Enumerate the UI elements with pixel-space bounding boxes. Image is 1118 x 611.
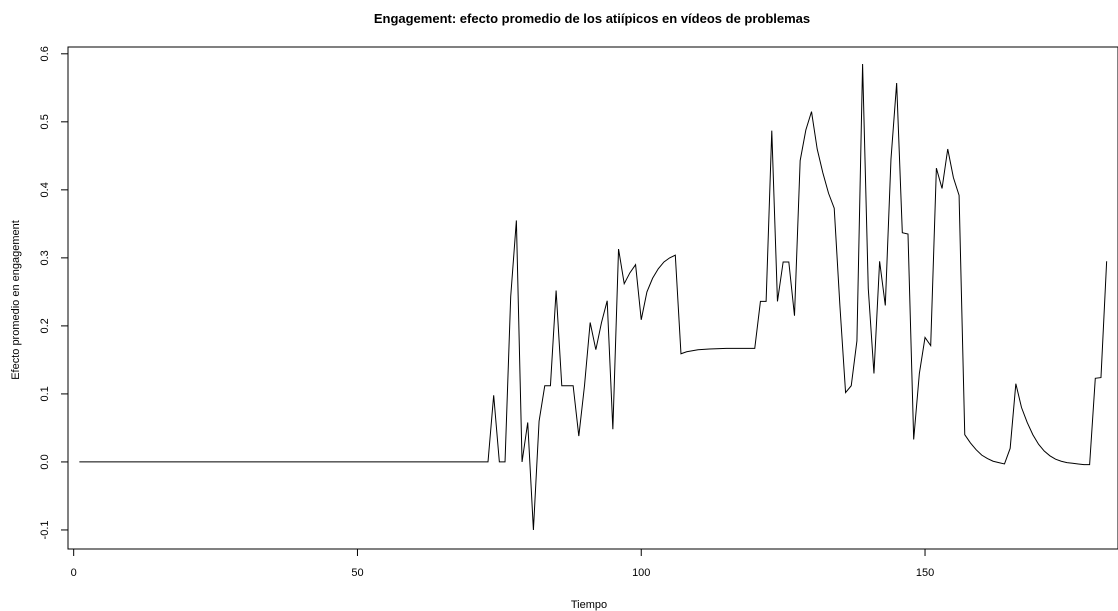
y-tick-label: 0.4 bbox=[39, 182, 51, 197]
series-line bbox=[79, 63, 1108, 530]
plot-frame bbox=[67, 46, 1118, 550]
y-tick-label: 0.0 bbox=[39, 454, 51, 469]
y-axis-label: Efecto promedio en engagement bbox=[10, 220, 22, 380]
y-axis: -0.1 0.0 0.1 0.2 0.3 0.4 0.5 0.6 bbox=[39, 46, 69, 539]
y-tick-label: 0.1 bbox=[39, 386, 51, 401]
y-tick-label: 0.2 bbox=[39, 318, 51, 333]
x-tick-label: 100 bbox=[632, 567, 650, 579]
x-axis: 0 50 100 150 bbox=[71, 548, 934, 579]
x-tick-label: 0 bbox=[71, 567, 77, 579]
y-tick-label: 0.5 bbox=[39, 114, 51, 129]
x-axis-label: Tiempo bbox=[571, 599, 607, 611]
x-tick-label: 50 bbox=[351, 567, 363, 579]
x-tick-label: 150 bbox=[916, 567, 934, 579]
chart-title: Engagement: efecto promedio de los atiíp… bbox=[374, 11, 810, 26]
y-tick-label: 0.6 bbox=[39, 46, 51, 61]
y-tick-label: -0.1 bbox=[39, 520, 51, 539]
y-tick-label: 0.3 bbox=[39, 250, 51, 265]
